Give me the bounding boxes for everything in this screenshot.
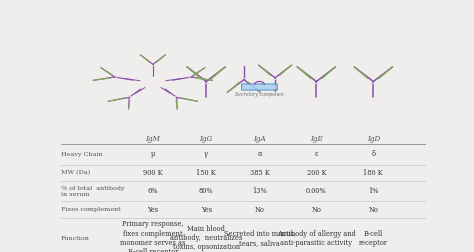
Text: 80%: 80% bbox=[199, 187, 213, 195]
Text: α: α bbox=[257, 150, 262, 158]
Text: % of total  antibody
in serum: % of total antibody in serum bbox=[61, 186, 125, 197]
Text: μ: μ bbox=[151, 150, 155, 158]
Text: δ: δ bbox=[371, 150, 375, 158]
Text: Yes: Yes bbox=[147, 206, 158, 214]
Text: No: No bbox=[255, 206, 264, 214]
Text: 0.00%: 0.00% bbox=[306, 187, 327, 195]
Text: IgG: IgG bbox=[200, 135, 213, 143]
Text: 150 K: 150 K bbox=[196, 169, 216, 177]
Text: IgE: IgE bbox=[310, 135, 323, 143]
Text: 13%: 13% bbox=[252, 187, 267, 195]
Text: IgD: IgD bbox=[367, 135, 380, 143]
Text: Fixes complement: Fixes complement bbox=[61, 207, 121, 212]
Text: Primary response,
fixes complement
monomer serves as
B-cell receptor: Primary response, fixes complement monom… bbox=[120, 220, 186, 252]
Text: 900 K: 900 K bbox=[143, 169, 163, 177]
Text: No: No bbox=[311, 206, 321, 214]
Text: Heavy Chain: Heavy Chain bbox=[61, 152, 103, 157]
Text: Main blood
antibody,  neutralizes
toxins, opsonization: Main blood antibody, neutralizes toxins,… bbox=[170, 225, 242, 251]
Text: 1%: 1% bbox=[368, 187, 379, 195]
FancyBboxPatch shape bbox=[242, 84, 277, 90]
Text: 385 K: 385 K bbox=[249, 169, 269, 177]
Text: IgA: IgA bbox=[253, 135, 266, 143]
Text: γ: γ bbox=[204, 150, 208, 158]
Text: 200 K: 200 K bbox=[307, 169, 326, 177]
Text: MW (Da): MW (Da) bbox=[61, 170, 90, 175]
Text: 6%: 6% bbox=[148, 187, 158, 195]
Text: ε: ε bbox=[315, 150, 318, 158]
Text: B-cell
receptor: B-cell receptor bbox=[359, 230, 388, 247]
Text: 180 K: 180 K bbox=[364, 169, 383, 177]
Text: Function: Function bbox=[61, 236, 90, 241]
Text: No: No bbox=[368, 206, 378, 214]
Text: Antibody of allergy and
anti-parasitic activity: Antibody of allergy and anti-parasitic a… bbox=[277, 230, 356, 247]
Text: IgM: IgM bbox=[146, 135, 160, 143]
Text: Secreted into mucus,
tears, saliva: Secreted into mucus, tears, saliva bbox=[224, 230, 295, 247]
Text: Secretory componen: Secretory componen bbox=[235, 92, 284, 97]
Text: Yes: Yes bbox=[201, 206, 212, 214]
